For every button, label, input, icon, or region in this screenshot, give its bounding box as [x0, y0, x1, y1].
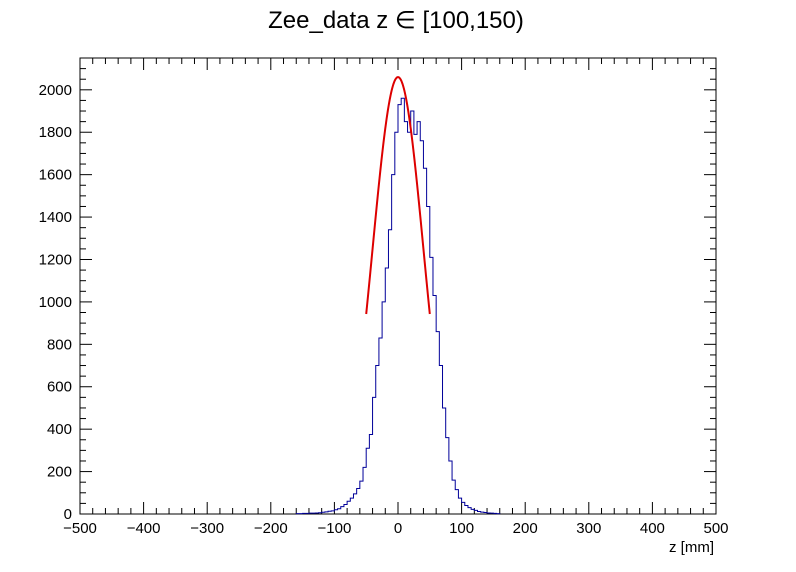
histogram-bin	[379, 338, 382, 514]
histogram-outline	[295, 97, 501, 515]
histogram-bin	[360, 481, 363, 514]
y-tick-label: 1600	[39, 167, 72, 184]
y-tick-labels: 0 200 400 600 800 1000 1200 1400 1600 1800 2000	[39, 82, 72, 523]
y-axis	[80, 57, 716, 515]
histogram-bin	[338, 509, 341, 514]
y-tick-label: 600	[47, 379, 72, 396]
histogram-bin	[487, 513, 490, 514]
x-tick-label: 300	[576, 520, 601, 537]
histogram-bin	[401, 98, 404, 514]
histogram-bin	[481, 512, 484, 514]
histogram-bin	[382, 302, 385, 514]
histogram-bin	[334, 510, 337, 514]
histogram-bin	[439, 366, 442, 514]
histogram-bin	[414, 134, 417, 514]
x-tick-label: 100	[449, 520, 474, 537]
histogram-bin	[312, 513, 315, 514]
histogram-bin	[455, 490, 458, 514]
x-tick-label: −500	[63, 520, 97, 537]
histogram-bin	[465, 506, 468, 514]
gaussian-fit-curve	[365, 76, 431, 315]
histogram-bin	[306, 513, 309, 514]
series-layer	[295, 76, 501, 515]
histogram-bin	[309, 513, 312, 514]
y-tick-label: 0	[64, 506, 72, 523]
plot-frame	[79, 57, 717, 515]
histogram-bin	[373, 397, 376, 514]
histogram-bin	[404, 122, 407, 514]
y-tick-label: 800	[47, 336, 72, 353]
histogram-bin	[350, 498, 353, 514]
x-tick-label: 500	[703, 520, 728, 537]
histogram-bin	[344, 504, 347, 514]
histogram-bin	[427, 206, 430, 514]
histogram-bin	[420, 141, 423, 514]
histogram-bin	[493, 513, 496, 514]
histogram-bin	[398, 105, 401, 514]
x-tick-label: 200	[513, 520, 538, 537]
histogram-bin	[347, 501, 350, 514]
histogram-bin	[303, 513, 306, 514]
histogram-bin	[319, 513, 322, 514]
histogram-bin	[490, 513, 493, 514]
histogram-bin	[423, 168, 426, 514]
y-tick-label: 1800	[39, 124, 72, 141]
histogram-bin	[474, 510, 477, 514]
histogram-bin	[395, 132, 398, 514]
histogram-bin	[446, 438, 449, 514]
y-tick-label: 2000	[39, 82, 72, 99]
x-tick-label: −400	[127, 520, 161, 537]
histogram-bin	[325, 512, 328, 514]
chart-title: Zee_data z ∈ [100,150)	[268, 7, 524, 34]
histogram-bin	[376, 366, 379, 514]
histogram-bin	[363, 467, 366, 514]
histogram-bin	[328, 511, 331, 514]
histogram-bin	[411, 111, 414, 514]
histogram-bin	[443, 408, 446, 514]
histogram-bin	[462, 502, 465, 514]
histogram-bin	[357, 489, 360, 514]
histogram-bin	[430, 257, 433, 514]
histogram-bin	[452, 480, 455, 514]
x-tick-label: −100	[318, 520, 352, 537]
x-tick-label: −200	[254, 520, 288, 537]
y-tick-label: 1000	[39, 294, 72, 311]
histogram-bin	[385, 268, 388, 514]
histogram-bin	[458, 498, 461, 514]
y-tick-label: 1200	[39, 251, 72, 268]
histogram-bin	[478, 511, 481, 514]
y-tick-label: 400	[47, 421, 72, 438]
histogram-bin	[484, 513, 487, 514]
x-tick-labels: −500 −400 −300 −200 −100 0 100 200 300 400 500	[63, 520, 728, 537]
y-tick-label: 1400	[39, 209, 72, 226]
histogram-bin	[433, 296, 436, 514]
x-tick-label: 0	[394, 520, 402, 537]
histogram-bin	[315, 513, 318, 514]
histogram-bin	[392, 175, 395, 514]
histogram-bin	[322, 512, 325, 514]
x-axis-title: z [mm]	[669, 539, 714, 556]
x-tick-label: −300	[190, 520, 224, 537]
histogram-bin	[449, 461, 452, 514]
histogram-bin	[331, 511, 334, 514]
histogram-bin	[353, 494, 356, 514]
histogram-bin	[341, 507, 344, 514]
x-axis	[79, 58, 717, 514]
histogram-bin	[388, 230, 391, 514]
histogram-bin	[408, 132, 411, 514]
histogram-bin	[436, 332, 439, 514]
histogram-bin	[468, 508, 471, 514]
x-tick-label: 400	[640, 520, 665, 537]
histogram-bin	[471, 509, 474, 514]
histogram-bin	[369, 434, 372, 514]
histogram-bin	[366, 448, 369, 514]
y-tick-label: 200	[47, 464, 72, 481]
